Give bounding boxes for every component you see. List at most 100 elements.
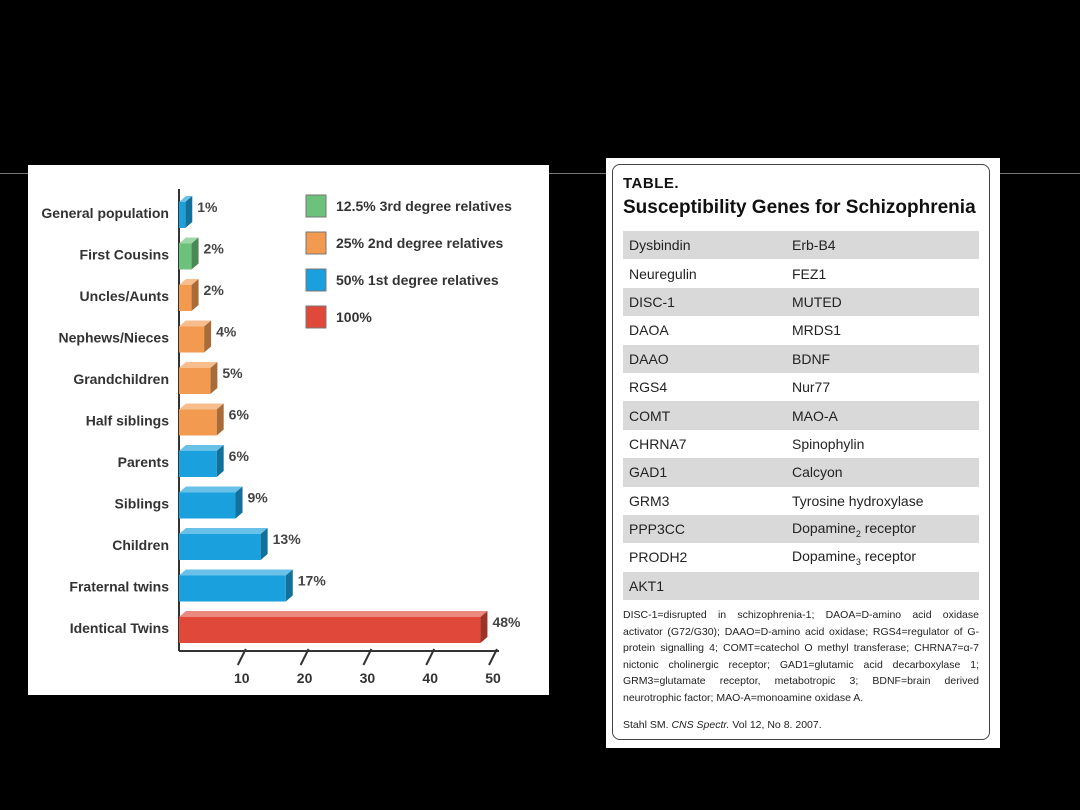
legend-swatch (305, 305, 327, 329)
category-label: Fraternal twins (69, 579, 169, 595)
gene-cell: GAD1 (629, 464, 668, 481)
gene-subscript: 3 (855, 556, 861, 567)
x-tick-label: 50 (485, 670, 501, 686)
bar-top-face (179, 403, 224, 410)
table-row: PRODH2 Dopamine3 receptor (623, 543, 979, 571)
gene-cell: BDNF (792, 350, 831, 367)
value-label: 6% (229, 407, 250, 423)
table-title: Susceptibility Genes for Schizophrenia (623, 197, 976, 218)
value-label: 1% (197, 199, 218, 215)
chart-panel: General population 1% First Cousins 2% Uncle… (28, 165, 549, 695)
legend-label: 25% 2nd degree relatives (336, 235, 504, 251)
gene-cell: MAO-A (792, 407, 838, 424)
gene-cell: Tyrosine hydroxylase (792, 492, 924, 509)
bar (179, 451, 217, 477)
table-kicker: TABLE. (623, 175, 680, 192)
gene-cell: DAOA (629, 322, 669, 339)
gene-cell: Calcyon (792, 464, 843, 481)
table-footnote: DISC-1=disrupted in schizophrenia-1; DAO… (623, 609, 979, 704)
table-panel: TABLE. Susceptibility Genes for Schizoph… (606, 158, 1000, 748)
value-label: 48% (492, 614, 521, 630)
gene-table: TABLE. Susceptibility Genes for Schizoph… (612, 164, 990, 740)
legend-label: 12.5% 3rd degree relatives (336, 198, 512, 214)
gene-cell: DAAO (629, 350, 669, 367)
x-tick-label: 40 (422, 670, 438, 686)
source-volume: Vol 12, No 8. 2007. (729, 719, 822, 731)
gene-cell: Dopamine2 receptor (792, 520, 979, 539)
category-label: Parents (118, 454, 170, 470)
value-label: 9% (248, 490, 269, 506)
bar-top-face (179, 196, 193, 202)
bar-top-face (179, 569, 293, 576)
gene-cell: Dysbindin (629, 237, 691, 254)
bar-top-face (179, 528, 268, 534)
table-row: GRM3 Tyrosine hydroxylase (623, 487, 979, 515)
x-tick-label: 20 (297, 670, 313, 686)
bar-side-face (260, 528, 268, 560)
category-label: Identical Twins (70, 620, 170, 636)
bar (179, 368, 211, 394)
x-tick-label: 30 (360, 670, 376, 686)
x-tick (362, 648, 373, 666)
bar-top-face (179, 611, 488, 617)
table-row: AKT1 (623, 571, 979, 601)
left-rule (0, 173, 28, 174)
table-body: Dysbindin Erb-B4 Neuregulin FEZ1 DISC-1 MUTED… (623, 231, 979, 601)
x-tick-label: 10 (234, 670, 250, 686)
category-label: Grandchildren (73, 371, 169, 387)
bar-side-face (235, 486, 243, 519)
legend-label: 50% 1st degree relatives (336, 272, 499, 288)
table-row: CHRNA7 Spinophylin (623, 430, 979, 458)
bar-top-face (179, 486, 243, 493)
table-row: COMT MAO-A (623, 401, 979, 430)
gene-cell: DISC-1 (629, 293, 675, 310)
table-row: DAOA MRDS1 (623, 316, 979, 344)
bar-side-face (191, 279, 199, 311)
table-row: Dysbindin Erb-B4 (623, 231, 979, 260)
gene-text: Dopamine (792, 519, 856, 536)
value-label: 17% (298, 573, 327, 589)
gene-text-tail: receptor (860, 519, 917, 536)
table-row: PPP3CC Dopamine2 receptor (623, 514, 979, 544)
gene-cell: COMT (629, 407, 671, 424)
bar-side-face (210, 362, 218, 394)
gene-subscript: 2 (855, 528, 861, 539)
bar-top-face (179, 362, 218, 368)
source-journal: CNS Spectr. (671, 719, 730, 731)
gene-cell: Erb-B4 (792, 237, 836, 254)
gene-cell: CHRNA7 (629, 435, 687, 452)
bar-side-face (204, 320, 212, 353)
gene-cell: FEZ1 (792, 265, 827, 282)
mid-rule (549, 173, 606, 174)
category-label: First Cousins (80, 247, 170, 263)
x-tick (488, 648, 498, 666)
category-label: Children (112, 537, 169, 553)
bar (179, 202, 186, 228)
gene-cell: Spinophylin (792, 435, 865, 452)
legend-label: 100% (336, 309, 372, 325)
bar-top-face (179, 279, 199, 285)
bar (179, 409, 217, 436)
gene-cell: AKT1 (629, 577, 665, 594)
source-author: Stahl SM. (623, 719, 672, 731)
gene-cell: Neuregulin (629, 265, 697, 282)
gene-cell: RGS4 (629, 379, 668, 396)
bar-side-face (191, 237, 199, 270)
gene-text: Dopamine (792, 548, 856, 565)
bar (179, 285, 192, 311)
category-label: Uncles/Aunts (80, 288, 170, 304)
bar-side-face (480, 611, 488, 643)
bar (179, 326, 205, 353)
gene-cell: Dopamine3 receptor (792, 548, 979, 567)
category-label: General population (41, 205, 169, 221)
x-tick (236, 648, 247, 666)
table-row: Neuregulin FEZ1 (623, 259, 979, 287)
value-label: 2% (204, 241, 225, 257)
bar-side-face (185, 196, 193, 228)
bar-top-face (179, 320, 212, 327)
gene-cell: PPP3CC (629, 521, 686, 538)
gene-cell: MUTED (792, 293, 842, 310)
table-row: DAAO BDNF (623, 344, 979, 373)
value-label: 2% (204, 282, 225, 298)
bar (179, 534, 261, 560)
